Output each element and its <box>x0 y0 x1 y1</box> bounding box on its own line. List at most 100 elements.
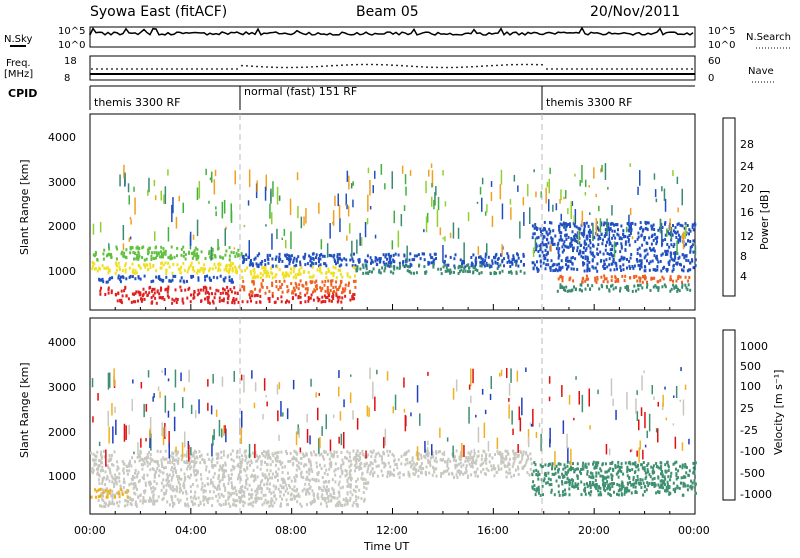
freq-dot <box>356 64 358 66</box>
echo-cell <box>280 451 282 454</box>
freq-dot <box>401 65 403 67</box>
echo-cell <box>366 267 368 270</box>
echo-cell <box>256 466 258 469</box>
echo-cell <box>123 486 125 489</box>
freq-dot <box>151 68 153 70</box>
echo-cell <box>324 284 326 287</box>
echo-cell <box>93 253 95 256</box>
echo-cell <box>171 496 173 499</box>
echo-cell <box>584 224 586 236</box>
echo-cell <box>484 450 486 453</box>
echo-cell <box>277 410 279 421</box>
freq-dot <box>526 64 528 66</box>
freq-dot <box>686 68 688 70</box>
echo-cell <box>523 212 525 226</box>
echo-cell <box>305 208 307 224</box>
echo-cell <box>296 453 298 456</box>
echo-cell <box>345 469 347 472</box>
echo-cell <box>435 257 437 260</box>
echo-cell <box>153 493 155 496</box>
echo-cell <box>366 470 368 473</box>
echo-cell <box>102 491 104 494</box>
echo-cell <box>165 479 167 482</box>
echo-cell <box>389 474 391 477</box>
echo-cell <box>322 476 324 479</box>
echo-cell <box>352 504 354 507</box>
echo-cell <box>628 230 630 233</box>
echo-cell <box>293 270 295 273</box>
echo-cell <box>427 441 429 445</box>
echo-cell <box>385 429 387 446</box>
echo-cell <box>283 486 285 489</box>
echo-cell <box>118 262 120 265</box>
echo-cell <box>355 461 357 464</box>
echo-cell <box>416 462 418 465</box>
echo-cell <box>632 478 634 481</box>
echo-cell <box>534 488 536 491</box>
echo-cell <box>641 375 643 390</box>
echo-cell <box>330 289 332 292</box>
echo-cell <box>292 297 294 300</box>
echo-cell <box>227 301 229 304</box>
echo-cell <box>212 300 214 303</box>
echo-cell <box>163 427 165 445</box>
echo-cell <box>573 268 575 271</box>
echo-cell <box>309 460 311 463</box>
echo-cell <box>564 463 566 466</box>
echo-cell <box>497 258 499 261</box>
echo-cell <box>301 217 303 229</box>
echo-cell <box>153 393 155 398</box>
echo-cell <box>117 299 119 302</box>
echo-cell <box>585 493 587 496</box>
echo-cell <box>318 260 320 263</box>
echo-cell <box>208 296 210 299</box>
echo-cell <box>560 267 562 270</box>
echo-cell <box>148 291 150 294</box>
echo-cell <box>567 256 569 259</box>
echo-cell <box>477 202 479 204</box>
echo-cell <box>566 481 568 484</box>
echo-cell <box>188 445 190 462</box>
freq-dot <box>176 68 178 70</box>
echo-cell <box>368 464 370 467</box>
echo-cell <box>667 475 669 478</box>
echo-cell <box>109 492 111 495</box>
echo-cell <box>225 469 227 472</box>
echo-cell <box>630 462 632 465</box>
echo-cell <box>569 480 571 483</box>
echo-cell <box>685 286 687 289</box>
echo-cell <box>248 503 250 506</box>
echo-cell <box>597 243 599 246</box>
echo-cell <box>165 253 167 256</box>
echo-cell <box>200 473 202 476</box>
echo-cell <box>429 464 431 467</box>
echo-cell <box>234 371 236 382</box>
echo-cell <box>341 280 343 283</box>
echo-cell <box>132 272 134 275</box>
echo-cell <box>249 464 251 467</box>
echo-cell <box>506 252 508 255</box>
echo-cell <box>633 483 635 486</box>
echo-cell <box>556 203 558 210</box>
echo-cell <box>452 446 454 458</box>
echo-cell <box>144 259 146 262</box>
echo-cell <box>505 455 507 458</box>
echo-cell <box>295 293 297 296</box>
echo-cell <box>493 467 495 470</box>
echo-cell <box>277 187 279 205</box>
echo-cell <box>339 205 341 219</box>
freq-dot <box>186 68 188 70</box>
echo-cell <box>614 230 616 233</box>
echo-cell <box>372 261 374 264</box>
echo-cell <box>378 464 380 467</box>
echo-cell <box>259 300 261 303</box>
echo-cell <box>226 269 228 272</box>
echo-cell <box>633 285 635 288</box>
echo-cell <box>352 260 354 263</box>
echo-cell <box>331 254 333 257</box>
echo-cell <box>208 458 210 461</box>
echo-cell <box>222 287 224 290</box>
echo-cell <box>250 263 252 266</box>
echo-cell <box>632 290 634 293</box>
freq-dot <box>351 64 353 66</box>
